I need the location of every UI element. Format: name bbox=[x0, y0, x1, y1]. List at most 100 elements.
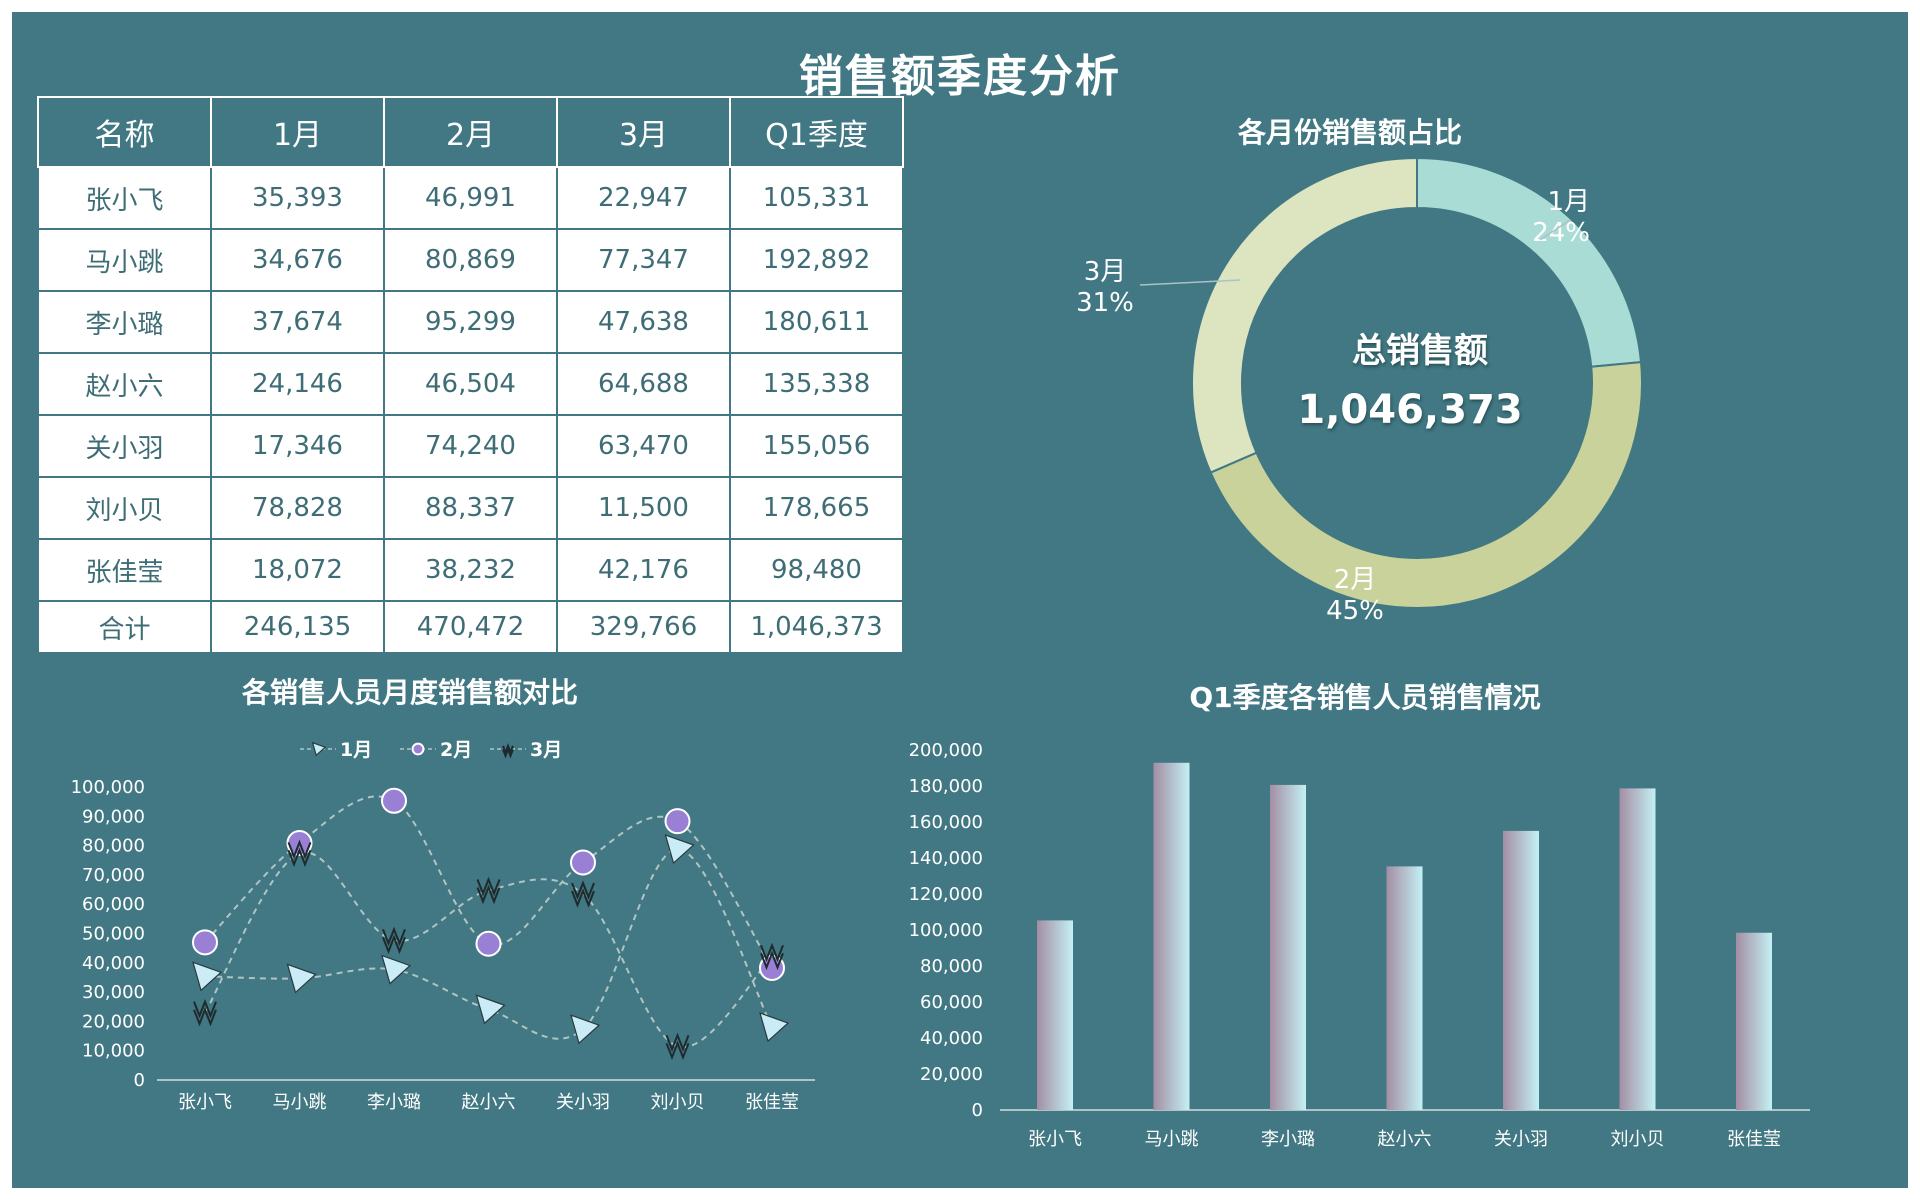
bar-x-tick: 赵小六 bbox=[1378, 1129, 1432, 1150]
line-chart: 各销售人员月度销售额对比 1月 2月 3月 0 10,000 20,000 30,000 4… bbox=[71, 676, 815, 1113]
donut-leader-line bbox=[1539, 219, 1571, 241]
bar-chart: Q1季度各销售人员销售情况 0 20,000 40,000 60,000 80,000 1… bbox=[909, 681, 1810, 1150]
table-row: 刘小贝 78,828 88,337 11,500 178,665 bbox=[37, 476, 904, 540]
table-cell: 35,393 bbox=[210, 166, 385, 230]
donut-slice-percent: 45% bbox=[1326, 596, 1384, 626]
line-y-tick: 30,000 bbox=[82, 982, 145, 1003]
table-total-cell: 1,046,373 bbox=[729, 600, 904, 654]
donut-slice-percent: 24% bbox=[1532, 218, 1590, 248]
bar-chart-title: Q1季度各销售人员销售情况 bbox=[1189, 681, 1540, 714]
table-row: 关小羽 17,346 74,240 63,470 155,056 bbox=[37, 414, 904, 478]
line-x-tick: 关小羽 bbox=[556, 1092, 610, 1113]
donut-center-label: 总销售额 bbox=[1352, 331, 1488, 371]
donut-slice-label: 3月 bbox=[1084, 257, 1127, 287]
table-total-cell: 246,135 bbox=[210, 600, 385, 654]
line-x-tick: 李小璐 bbox=[367, 1092, 421, 1113]
bar bbox=[1270, 784, 1306, 1110]
line-y-tick: 60,000 bbox=[82, 894, 145, 915]
table-cell: 关小羽 bbox=[37, 414, 212, 478]
table-cell: 77,347 bbox=[556, 228, 731, 292]
line-y-tick: 90,000 bbox=[82, 806, 145, 827]
legend-marker bbox=[411, 742, 425, 756]
table-cell: 74,240 bbox=[383, 414, 558, 478]
bar-y-tick: 80,000 bbox=[920, 956, 983, 977]
line-x-tick: 赵小六 bbox=[462, 1092, 516, 1113]
donut-chart-title: 各月份销售额占比 bbox=[1237, 116, 1462, 149]
table-cell: 88,337 bbox=[383, 476, 558, 540]
legend-label: 1月 bbox=[340, 739, 372, 761]
table-cell: 张小飞 bbox=[37, 166, 212, 230]
bar-y-tick: 120,000 bbox=[909, 884, 983, 905]
line-point-jan bbox=[381, 954, 412, 985]
table-header-cell: 3月 bbox=[556, 96, 731, 168]
table-cell: 47,638 bbox=[556, 290, 731, 354]
line-point-feb bbox=[664, 808, 691, 835]
bar-x-tick: 张佳莹 bbox=[1727, 1129, 1781, 1150]
table-total-cell: 329,766 bbox=[556, 600, 731, 654]
bar-y-tick: 180,000 bbox=[909, 776, 983, 797]
donut-leader-line bbox=[1139, 279, 1241, 286]
table-row: 马小跳 34,676 80,869 77,347 192,892 bbox=[37, 228, 904, 292]
table-cell: 192,892 bbox=[729, 228, 904, 292]
table-cell: 63,470 bbox=[556, 414, 731, 478]
page-title: 销售额季度分析 bbox=[799, 51, 1121, 102]
legend-label: 3月 bbox=[530, 739, 562, 761]
line-point-jan bbox=[570, 1014, 601, 1045]
table-cell: 24,146 bbox=[210, 352, 385, 416]
bar-y-tick: 140,000 bbox=[909, 848, 983, 869]
table-header-cell: 2月 bbox=[383, 96, 558, 168]
table-row: 李小璐 37,674 95,299 47,638 180,611 bbox=[37, 290, 904, 354]
bar bbox=[1153, 762, 1190, 1110]
table-cell: 38,232 bbox=[383, 538, 558, 602]
table-header-cell: 名称 bbox=[37, 96, 212, 168]
line-y-tick: 100,000 bbox=[71, 777, 145, 798]
table-cell: 155,056 bbox=[729, 414, 904, 478]
bar-x-tick: 李小璐 bbox=[1261, 1129, 1315, 1150]
line-y-tick: 70,000 bbox=[82, 865, 145, 886]
bar-x-tick: 刘小贝 bbox=[1611, 1129, 1665, 1150]
line-point-feb bbox=[475, 930, 502, 957]
donut-slice bbox=[1191, 156, 1418, 474]
table-cell: 37,674 bbox=[210, 290, 385, 354]
bar-y-tick: 200,000 bbox=[909, 740, 983, 761]
table-total-cell: 合计 bbox=[37, 600, 212, 654]
bar bbox=[1736, 932, 1772, 1110]
table-cell: 78,828 bbox=[210, 476, 385, 540]
line-y-tick: 40,000 bbox=[82, 953, 145, 974]
bar-y-tick: 0 bbox=[972, 1100, 983, 1121]
line-point-mar bbox=[571, 880, 595, 908]
table-header-row: 名称 1月 2月 3月 Q1季度 bbox=[37, 96, 904, 168]
table-cell: 11,500 bbox=[556, 476, 731, 540]
line-point-feb bbox=[570, 849, 596, 876]
sales-table: 名称 1月 2月 3月 Q1季度 张小飞 35,393 46,991 22,947 105,33… bbox=[37, 96, 904, 654]
table-total-row: 合计 246,135 470,472 329,766 1,046,373 bbox=[37, 600, 904, 654]
line-y-tick: 10,000 bbox=[82, 1041, 145, 1062]
line-point-feb bbox=[192, 929, 218, 956]
line-point-jan bbox=[286, 963, 317, 994]
line-point-mar bbox=[287, 839, 312, 868]
line-point-mar bbox=[193, 999, 217, 1027]
table-cell: 22,947 bbox=[556, 166, 731, 230]
line-y-tick: 50,000 bbox=[82, 924, 145, 945]
table-cell: 46,991 bbox=[383, 166, 558, 230]
line-x-tick: 张小飞 bbox=[178, 1092, 232, 1113]
bar-x-tick: 张小飞 bbox=[1028, 1129, 1082, 1150]
table-cell: 105,331 bbox=[729, 166, 904, 230]
line-point-mar bbox=[476, 876, 501, 905]
donut-slice-label: 2月 bbox=[1334, 565, 1377, 595]
line-x-tick: 张佳莹 bbox=[745, 1092, 799, 1113]
line-point-mar bbox=[760, 942, 784, 971]
bar-x-tick: 关小羽 bbox=[1494, 1129, 1548, 1150]
table-total-cell: 470,472 bbox=[383, 600, 558, 654]
line-y-tick: 20,000 bbox=[82, 1011, 145, 1032]
line-x-tick: 马小跳 bbox=[273, 1092, 327, 1113]
table-cell: 赵小六 bbox=[37, 352, 212, 416]
table-cell: 18,072 bbox=[210, 538, 385, 602]
table-cell: 180,611 bbox=[729, 290, 904, 354]
line-x-tick: 刘小贝 bbox=[651, 1092, 705, 1113]
table-row: 赵小六 24,146 46,504 64,688 135,338 bbox=[37, 352, 904, 416]
bar-y-tick: 40,000 bbox=[920, 1028, 983, 1049]
table-cell: 张佳莹 bbox=[37, 538, 212, 602]
bar-y-tick: 160,000 bbox=[909, 812, 983, 833]
